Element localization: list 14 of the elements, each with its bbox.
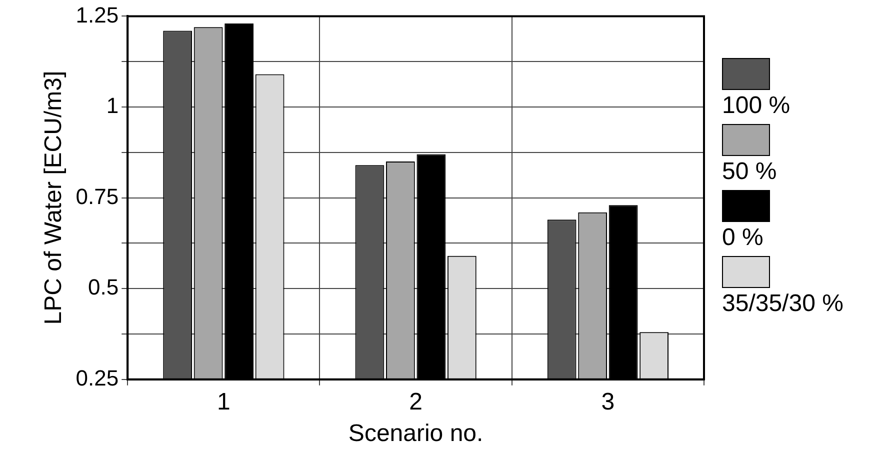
x-tick-label: 2 (409, 388, 422, 416)
y-tick-label: 0.75 (76, 184, 119, 209)
x-axis-title: Scenario no. (348, 420, 484, 448)
legend-label: 35/35/30 % (722, 290, 844, 318)
x-tick-label: 3 (601, 388, 615, 416)
legend-label: 100 % (722, 92, 792, 120)
y-tick-label: 1.25 (76, 2, 119, 28)
legend-label: 0 % (722, 224, 764, 252)
y-tick-label: 0.5 (88, 274, 119, 300)
y-axis-title: LPC of Water [ECU/m3] (40, 70, 68, 325)
x-tick-label: 1 (217, 388, 230, 416)
y-tick-label: 1 (106, 93, 119, 118)
y-tick-label: 0.25 (76, 365, 119, 390)
legend-label: 50 % (722, 158, 778, 186)
